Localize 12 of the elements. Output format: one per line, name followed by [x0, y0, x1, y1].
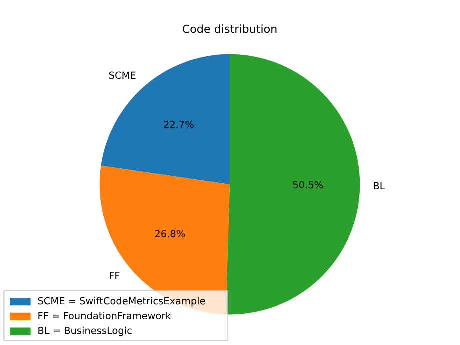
- data-label: 22.7%: [164, 120, 194, 128]
- pie-slice: [226, 54, 360, 315]
- slice-label: SCME: [109, 72, 136, 80]
- text: FF = FoundationFramework: [38, 312, 172, 320]
- slice-label: BL: [374, 182, 386, 190]
- pie-slice: [101, 54, 230, 185]
- text: SCME = SwiftCodeMetricsExample: [38, 297, 206, 307]
- data-label: 50.5%: [293, 181, 323, 189]
- slice-label: FF: [110, 272, 120, 280]
- chart-title: Code distribution: [182, 24, 277, 34]
- data-label: 26.8%: [155, 230, 186, 238]
- text: BL = BusinessLogic: [38, 326, 132, 336]
